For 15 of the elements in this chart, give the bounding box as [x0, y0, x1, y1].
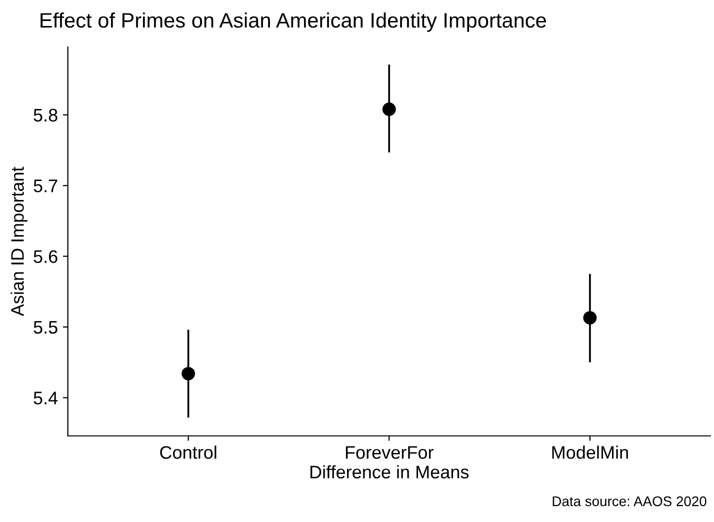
x-axis-title: Difference in Means — [310, 465, 469, 478]
y-tick-label: 5.7 — [34, 180, 58, 192]
y-tick-label: 5.5 — [34, 321, 58, 334]
x-tick-label: ModelMin — [552, 446, 628, 459]
y-tick-label: 5.6 — [34, 250, 58, 263]
chart-title: Effect of Primes on Asian American Identity Importance — [40, 12, 546, 32]
y-tick-label: 5.8 — [34, 108, 58, 122]
point — [182, 366, 196, 380]
y-axis-title: Asian ID Important — [10, 166, 28, 316]
x-tick-label: Control — [160, 446, 216, 459]
x-tick-label: ForeverFor — [346, 446, 434, 459]
point — [382, 102, 396, 116]
y-tick-label: 5.4 — [34, 392, 58, 404]
source-note: Data source: AAOS 2020 — [552, 496, 706, 506]
point — [583, 311, 597, 324]
